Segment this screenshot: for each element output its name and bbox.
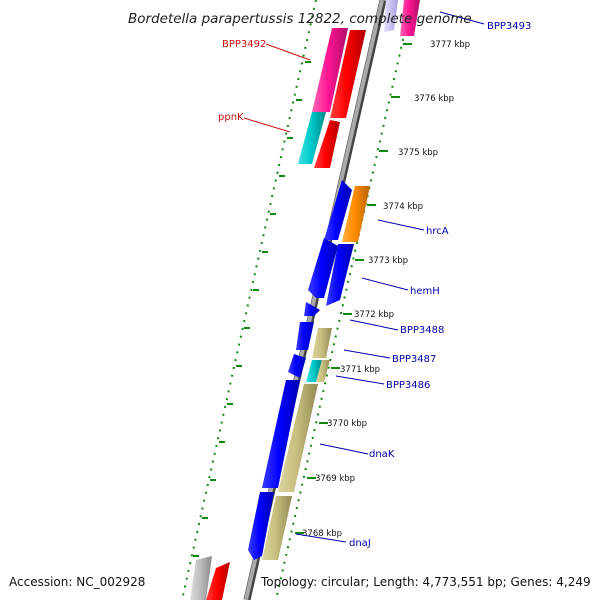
- gene-label-dnaj: dnaJ: [349, 538, 371, 549]
- gene-label-hemh: hemH: [410, 286, 440, 297]
- inner-dotted-ring: [181, 0, 317, 600]
- gene-dnak-khaki[interactable]: [278, 384, 318, 492]
- outer-ring-ticks: [295, 43, 412, 534]
- gene-bpp3487[interactable]: [296, 322, 314, 350]
- gene-label-ppnk: ppnK: [218, 112, 244, 123]
- tick-label: 3777 kbp: [430, 40, 470, 50]
- gene-hrca-blue[interactable]: [324, 180, 352, 240]
- gene-bpp3493[interactable]: [400, 0, 420, 36]
- gene-hrca[interactable]: [342, 186, 370, 242]
- topology-summary: Topology: circular; Length: 4,773,551 bp…: [260, 575, 591, 589]
- gene-label-dnak: dnaK: [369, 449, 395, 460]
- gene-dnak[interactable]: [262, 380, 300, 488]
- gene-label-bpp3493: BPP3493: [487, 21, 531, 32]
- tick-label: 3776 kbp: [414, 94, 454, 104]
- tick-label: 3772 kbp: [354, 310, 394, 320]
- gene-ppnk-red[interactable]: [314, 120, 340, 168]
- tick-label: 3774 kbp: [383, 202, 423, 212]
- inner-ring-ticks: [193, 61, 311, 557]
- gene-label-bpp3488: BPP3488: [400, 325, 444, 336]
- gene-label-bpp3492: BPP3492: [222, 39, 266, 50]
- tick-label: 3770 kbp: [327, 419, 367, 429]
- tick-label: 3768 kbp: [302, 529, 342, 539]
- gene-dnaj[interactable]: [248, 492, 274, 560]
- gene-hemh[interactable]: [308, 238, 338, 298]
- tick-label: 3771 kbp: [340, 365, 380, 375]
- gene-bpp3492-red[interactable]: [330, 30, 366, 118]
- gene-leader-lines: [243, 11, 485, 543]
- map-title: Bordetella parapertussis 12822, complete…: [128, 11, 472, 27]
- gene-label-hrca: hrcA: [426, 226, 449, 237]
- gene-bpp3486-khaki[interactable]: [316, 360, 330, 382]
- tick-label: 3773 kbp: [368, 256, 408, 266]
- gene-bpp3487-khaki[interactable]: [312, 328, 332, 358]
- gene-bpp3493-partner[interactable]: [384, 0, 398, 32]
- outer-dotted-ring: [275, 0, 413, 600]
- gene-bottom-grey[interactable]: [190, 556, 212, 600]
- gene-hemh-outer[interactable]: [326, 244, 354, 306]
- gene-bpp3486[interactable]: [288, 354, 306, 378]
- gene-bpp3486-cyan[interactable]: [306, 360, 322, 382]
- gene-bpp3492[interactable]: [312, 28, 348, 112]
- accession-label: Accession: NC_002928: [9, 575, 145, 589]
- tick-label: 3769 kbp: [315, 474, 355, 484]
- tick-label: 3775 kbp: [398, 148, 438, 158]
- gene-ppnk[interactable]: [298, 112, 326, 164]
- gene-label-bpp3486: BPP3486: [386, 380, 430, 391]
- gene-bottom-red[interactable]: [206, 562, 230, 600]
- gene-bpp3488[interactable]: [304, 302, 320, 316]
- gene-dnaj-khaki[interactable]: [262, 496, 292, 560]
- gene-label-bpp3487: BPP3487: [392, 354, 436, 365]
- tick-labels: 3777 kbp 3776 kbp 3775 kbp 3774 kbp 3773…: [302, 40, 470, 539]
